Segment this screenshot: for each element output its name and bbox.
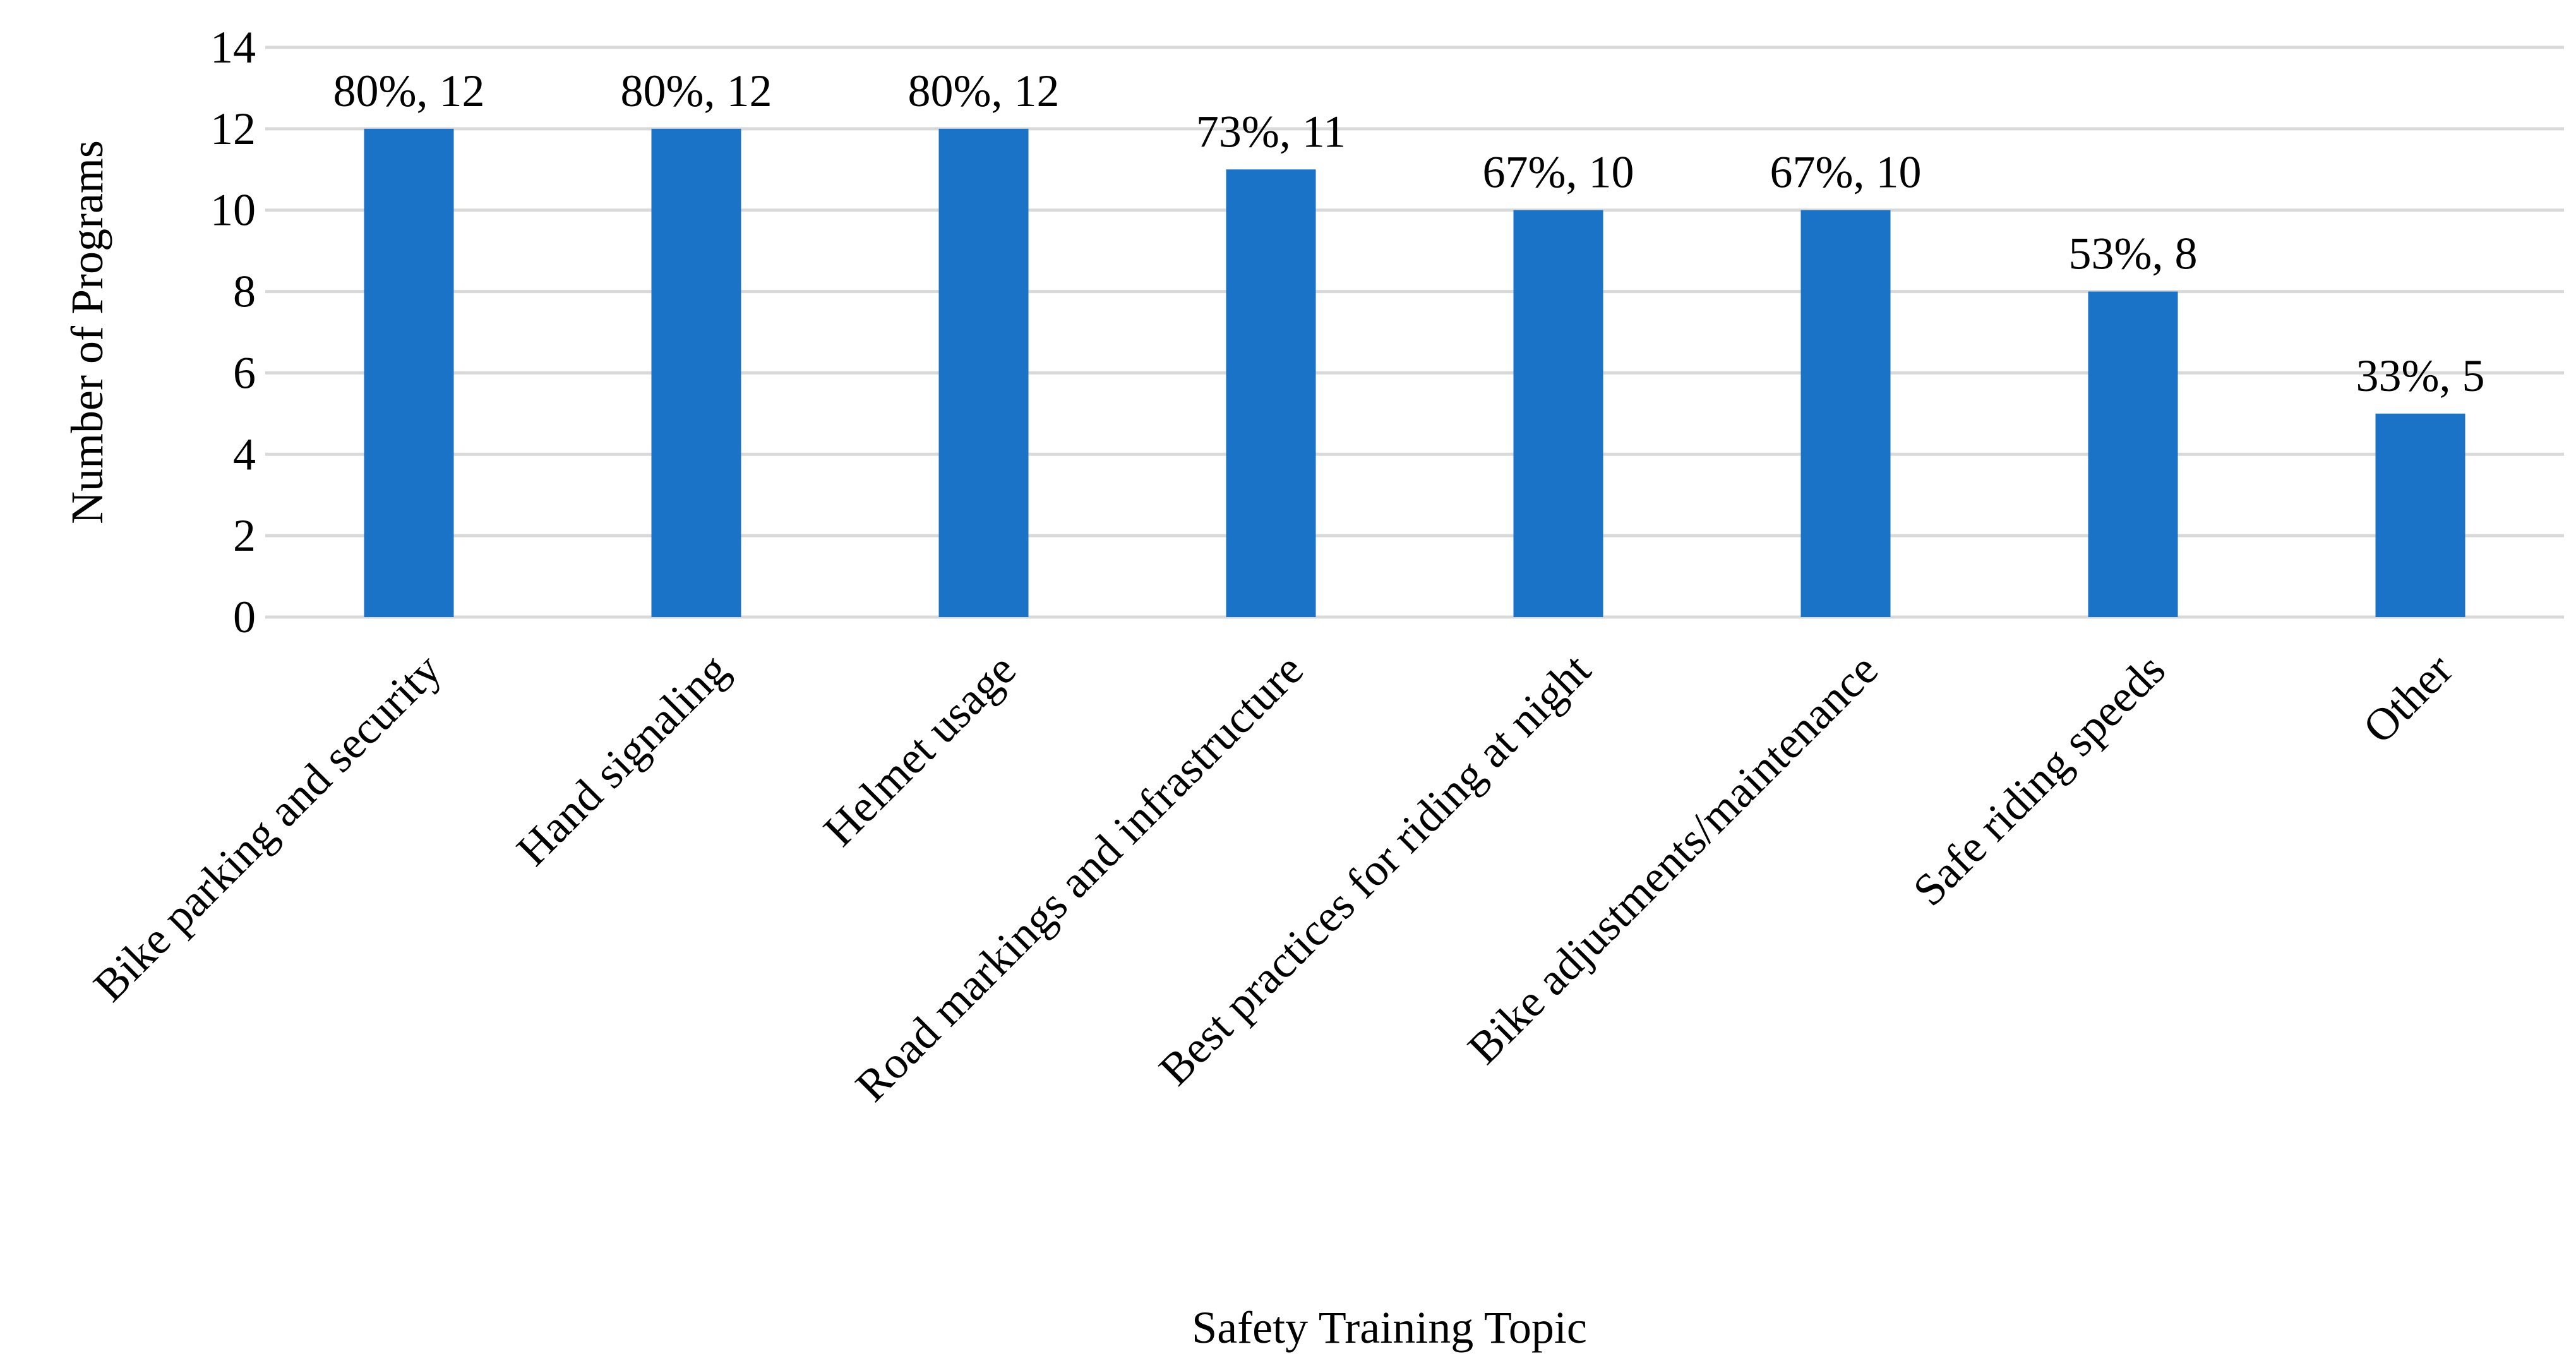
x-tick-label: Road markings and infrastructure xyxy=(846,644,1312,1111)
x-axis-ticks: Bike parking and security Hand signaling H… xyxy=(84,644,2462,1111)
gridlines xyxy=(265,45,2564,619)
y-tick-label: 6 xyxy=(233,347,256,398)
y-axis-ticks: 0 2 4 6 8 10 12 14 xyxy=(210,22,256,642)
data-label: 80%, 12 xyxy=(908,66,1060,116)
bar xyxy=(1226,169,1316,617)
bar xyxy=(364,128,454,617)
data-label: 73%, 11 xyxy=(1196,106,1346,157)
y-tick-label: 10 xyxy=(210,185,256,236)
x-tick-label: Bike parking and security xyxy=(84,644,451,1011)
bar xyxy=(2375,413,2465,617)
data-label: 67%, 10 xyxy=(1770,147,1922,198)
y-tick-label: 0 xyxy=(233,592,256,642)
data-labels: 80%, 12 80%, 12 80%, 12 73%, 11 67%, 10 67%, … xyxy=(333,66,2485,401)
bar xyxy=(938,128,1029,617)
bar xyxy=(1513,210,1603,617)
y-tick-label: 8 xyxy=(233,267,256,317)
bars xyxy=(364,128,2465,618)
data-label: 53%, 8 xyxy=(2069,229,2198,279)
y-tick-label: 2 xyxy=(233,510,256,561)
data-label: 80%, 12 xyxy=(333,66,485,116)
data-label: 80%, 12 xyxy=(621,66,772,116)
x-tick-label: Other xyxy=(2353,644,2462,753)
y-tick-label: 12 xyxy=(210,104,256,154)
x-tick-label: Hand signaling xyxy=(507,644,738,875)
bar xyxy=(2088,291,2178,618)
x-tick-label: Helmet usage xyxy=(814,644,1026,856)
data-label: 67%, 10 xyxy=(1483,147,1634,198)
y-tick-label: 14 xyxy=(210,22,256,73)
y-axis-title: Number of Programs xyxy=(62,140,112,524)
bar xyxy=(1800,210,1891,617)
bar xyxy=(651,128,741,617)
x-axis-title: Safety Training Topic xyxy=(1192,1302,1587,1353)
data-label: 33%, 5 xyxy=(2356,351,2485,401)
y-tick-label: 4 xyxy=(233,429,256,479)
x-tick-label: Safe riding speeds xyxy=(1903,644,2175,916)
